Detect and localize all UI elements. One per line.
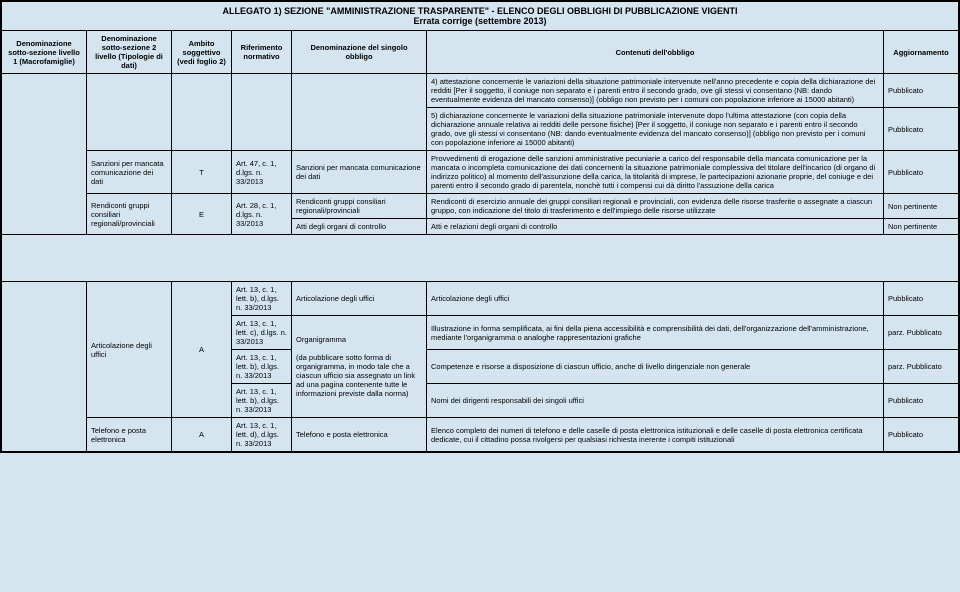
cell-contenuti: 4) attestazione concernente le variazion…: [427, 74, 884, 108]
cell-contenuti: Competenze e risorse a disposizione di c…: [427, 350, 884, 384]
header-col4: Riferimento normativo: [232, 31, 292, 74]
cell-contenuti: Illustrazione in forma semplificata, ai …: [427, 316, 884, 350]
cell-contenuti: 5) dichiarazione concernente le variazio…: [427, 108, 884, 151]
cell-aggiornamento: parz. Pubblicato: [884, 316, 959, 350]
cell-contenuti: Articolazione degli uffici: [427, 282, 884, 316]
table-row: Rendiconti gruppi consiliari regionali/p…: [2, 194, 959, 219]
cell-contenuti: Rendiconti di esercizio annuale dei grup…: [427, 194, 884, 219]
cell-obbligo: Articolazione degli uffici: [292, 282, 427, 316]
cell-aggiornamento: Pubblicato: [884, 418, 959, 452]
document-title-box: ALLEGATO 1) SEZIONE "AMMINISTRAZIONE TRA…: [1, 1, 959, 30]
header-col2: Denominazione sotto-sezione 2 livello (T…: [87, 31, 172, 74]
cell-macrofamiglia: [2, 282, 87, 452]
cell-contenuti: Nomi dei dirigenti responsabili dei sing…: [427, 384, 884, 418]
header-col6: Contenuti dell'obbligo: [427, 31, 884, 74]
cell-ambito: T: [172, 151, 232, 194]
cell-tipologia: Rendiconti gruppi consiliari regionali/p…: [87, 194, 172, 235]
cell-obbligo-line1: Organigramma: [296, 335, 346, 344]
cell-obbligo: Rendiconti gruppi consiliari regionali/p…: [292, 194, 427, 219]
cell-obbligo: Atti degli organi di controllo: [292, 219, 427, 235]
cell-obbligo: [292, 74, 427, 151]
cell-ambito: A: [172, 418, 232, 452]
header-col3: Ambito soggettivo (vedi foglio 2): [172, 31, 232, 74]
cell-riferimento: Art. 13, c. 1, lett. b), d.lgs. n. 33/20…: [232, 384, 292, 418]
cell-aggiornamento: Pubblicato: [884, 384, 959, 418]
cell-ambito: A: [172, 282, 232, 418]
cell-aggiornamento: parz. Pubblicato: [884, 350, 959, 384]
cell-obbligo: Organigramma (da pubblicare sotto forma …: [292, 316, 427, 418]
cell-tipologia: Sanzioni per mancata comunicazione dei d…: [87, 151, 172, 194]
cell-riferimento: Art. 13, c. 1, lett. d), d.lgs. n. 33/20…: [232, 418, 292, 452]
cell-aggiornamento: Non pertinente: [884, 194, 959, 219]
cell-riferimento: Art. 13, c. 1, lett. b), d.lgs. n. 33/20…: [232, 350, 292, 384]
cell-obbligo: Sanzioni per mancata comunicazione dei d…: [292, 151, 427, 194]
cell-contenuti: Provvedimenti di erogazione delle sanzio…: [427, 151, 884, 194]
table-row: Sanzioni per mancata comunicazione dei d…: [2, 151, 959, 194]
cell-tipologia: Articolazione degli uffici: [87, 282, 172, 418]
cell-aggiornamento: Pubblicato: [884, 151, 959, 194]
cell-aggiornamento: Non pertinente: [884, 219, 959, 235]
cell-obbligo-line2: (da pubblicare sotto forma di organigram…: [296, 353, 415, 398]
cell-riferimento: [232, 74, 292, 151]
cell-tipologia: [87, 74, 172, 151]
document-subtitle: Errata corrige (settembre 2013): [6, 16, 954, 26]
table-row: 4) attestazione concernente le variazion…: [2, 74, 959, 108]
header-col7: Aggiornamento: [884, 31, 959, 74]
cell-tipologia: Telefono e posta elettronica: [87, 418, 172, 452]
cell-riferimento: Art. 28, c. 1, d.lgs. n. 33/2013: [232, 194, 292, 235]
table-header-row: Denominazione sotto-sezione livello 1 (M…: [2, 31, 959, 74]
cell-ambito: [172, 74, 232, 151]
cell-aggiornamento: Pubblicato: [884, 74, 959, 108]
header-col1: Denominazione sotto-sezione livello 1 (M…: [2, 31, 87, 74]
cell-riferimento: Art. 47, c. 1, d.lgs. n. 33/2013: [232, 151, 292, 194]
cell-empty: [2, 235, 959, 282]
table-row-spacer: [2, 235, 959, 282]
cell-contenuti: Atti e relazioni degli organi di control…: [427, 219, 884, 235]
cell-macrofamiglia: [2, 74, 87, 235]
document-page: ALLEGATO 1) SEZIONE "AMMINISTRAZIONE TRA…: [0, 0, 960, 453]
cell-obbligo: Telefono e posta elettronica: [292, 418, 427, 452]
cell-contenuti: Elenco completo dei numeri di telefono e…: [427, 418, 884, 452]
cell-riferimento: Art. 13, c. 1, lett. c), d.lgs. n. 33/20…: [232, 316, 292, 350]
table-row: Articolazione degli uffici A Art. 13, c.…: [2, 282, 959, 316]
table-row: Telefono e posta elettronica A Art. 13, …: [2, 418, 959, 452]
cell-aggiornamento: Pubblicato: [884, 282, 959, 316]
obligations-table: Denominazione sotto-sezione livello 1 (M…: [1, 30, 959, 452]
cell-aggiornamento: Pubblicato: [884, 108, 959, 151]
header-col5: Denominazione del singolo obbligo: [292, 31, 427, 74]
cell-ambito: E: [172, 194, 232, 235]
document-title: ALLEGATO 1) SEZIONE "AMMINISTRAZIONE TRA…: [6, 6, 954, 16]
cell-riferimento: Art. 13, c. 1, lett. b), d.lgs. n. 33/20…: [232, 282, 292, 316]
